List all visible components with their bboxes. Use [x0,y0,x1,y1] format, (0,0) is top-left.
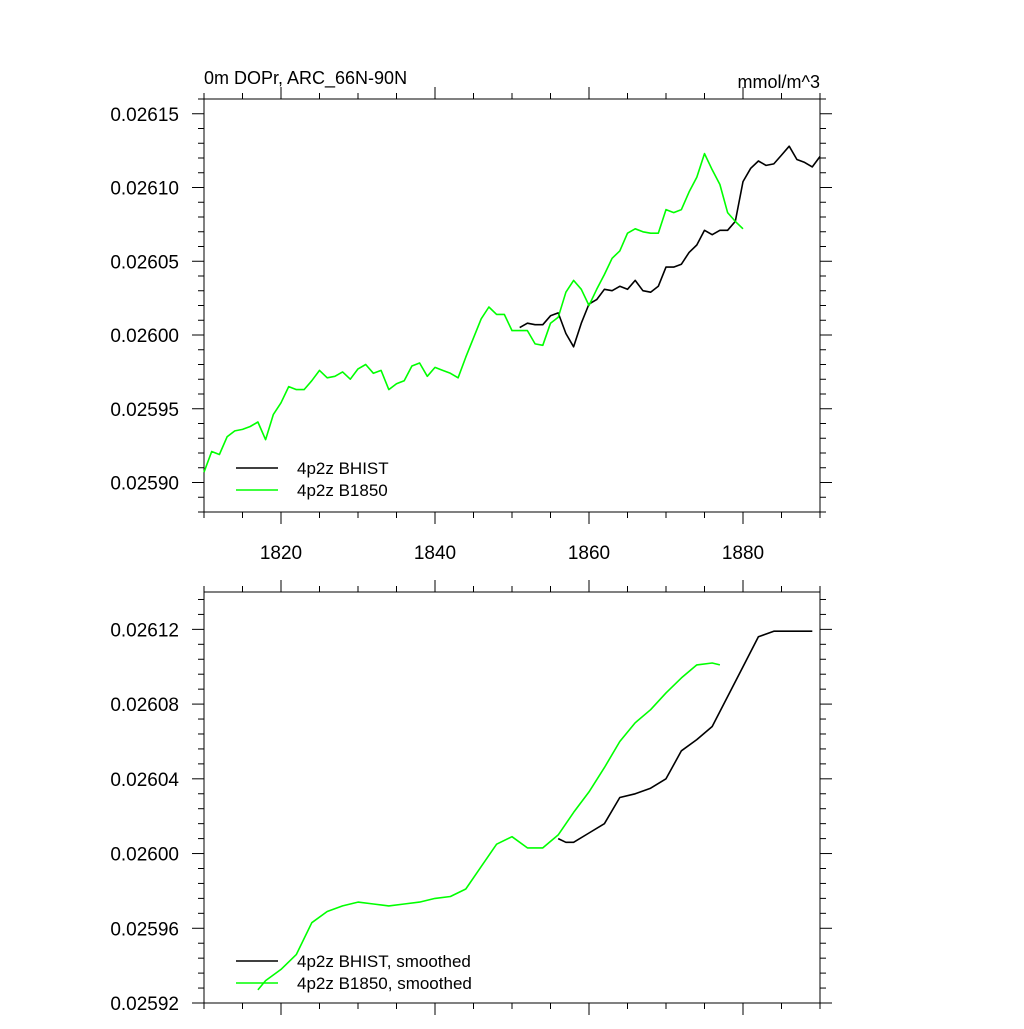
panel-top: 0m DOPr, ARC_66N-90N mmol/m^3 1820 1840 18… [110,68,832,564]
ticks-bottom: 0.02592 0.02596 0.02600 0.02604 0.02608 0.026… [110,580,832,1015]
legend-label-b1850: 4p2z B1850 [297,481,388,500]
x-tick-label: 1820 [260,543,302,564]
series-line-4p2z-b1850-smoothed [257,662,721,991]
series-line-4p2z-b1850 [203,152,744,473]
legend-bottom: 4p2z BHIST, smoothed 4p2z B1850, smoothe… [236,952,472,993]
x-tick-label: 1840 [414,543,456,564]
panel-title: 0m DOPr, ARC_66N-90N [204,68,407,89]
y-tick-label: 0.02600 [110,326,179,347]
panel-bottom: 0.02592 0.02596 0.02600 0.02604 0.02608 0.026… [110,580,832,1015]
units-label: mmol/m^3 [738,72,820,92]
y-tick-label: 0.02608 [110,695,179,716]
x-tick-label: 1880 [722,543,764,564]
x-tick-label: 1860 [568,543,610,564]
series-line-4p2z-bhist [519,145,821,348]
series-bottom [257,630,813,991]
y-tick-label: 0.02600 [110,845,179,866]
legend-top: 4p2z BHIST 4p2z B1850 [236,459,389,500]
ticks-top: 1820 1840 1860 1880 0.02590 0.02595 0.02600 0.0… [110,87,832,564]
y-tick-label: 0.02610 [110,179,179,200]
plot-frame-bottom [203,591,821,1004]
legend-label-bhist: 4p2z BHIST [297,459,389,478]
legend-label-b1850-smoothed: 4p2z B1850, smoothed [297,974,472,993]
y-tick-label: 0.02612 [110,620,179,641]
y-tick-label: 0.02615 [110,105,179,126]
y-tick-label: 0.02604 [110,770,179,791]
legend-label-bhist-smoothed: 4p2z BHIST, smoothed [297,952,471,971]
y-tick-label: 0.02605 [110,252,179,273]
y-tick-label: 0.02590 [110,474,179,495]
y-tick-label: 0.02595 [110,400,179,421]
plot-frame-top [203,98,821,513]
y-tick-label: 0.02592 [110,994,179,1015]
series-top [203,145,821,473]
series-line-4p2z-bhist-smoothed [557,630,813,844]
y-tick-label: 0.02596 [110,919,179,940]
